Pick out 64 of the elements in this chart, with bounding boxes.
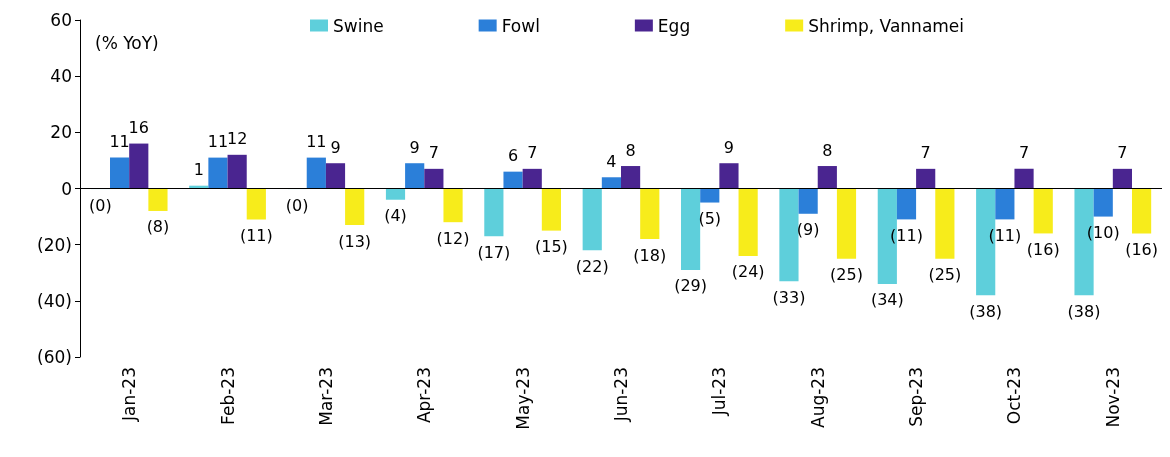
data-label: (5) (698, 209, 722, 229)
x-tick-label: May-23 (512, 367, 533, 430)
data-label: (17) (477, 242, 511, 262)
data-label: 7 (1018, 143, 1030, 163)
data-label: 6 (507, 146, 519, 166)
y-tick-label: (40) (37, 290, 72, 311)
data-label: 7 (920, 143, 931, 163)
data-label: 8 (625, 140, 636, 160)
data-label: (16) (1125, 239, 1159, 259)
data-label: (0) (285, 195, 309, 215)
data-label: (12) (436, 228, 470, 248)
data-label: (18) (633, 245, 667, 265)
data-label: (25) (928, 265, 962, 285)
data-label: 11 (109, 132, 130, 152)
data-label: (9) (796, 220, 820, 240)
x-tick-label: Jun-23 (611, 367, 631, 423)
legend-label: Swine (333, 15, 384, 36)
data-label: 7 (428, 143, 439, 163)
data-label: 7 (527, 143, 538, 163)
data-label: (11) (239, 225, 273, 245)
data-label: 11 (207, 132, 229, 152)
data-label: (34) (870, 290, 904, 310)
data-label: 1 (193, 160, 204, 180)
data-label: 9 (723, 137, 735, 157)
data-label: (0) (89, 195, 112, 215)
data-label: 16 (128, 118, 149, 138)
y-tick-label: 0 (61, 178, 72, 199)
data-label: 11 (306, 132, 327, 152)
y-tick-label: 20 (50, 122, 72, 143)
x-tick-label: Jan-23 (119, 367, 140, 422)
data-label: (38) (1067, 301, 1101, 321)
data-label: 8 (822, 140, 833, 160)
legend-label: Shrimp, Vannamei (808, 15, 965, 36)
data-label: (13) (338, 231, 372, 251)
data-label: 9 (409, 137, 420, 157)
data-label: (33) (772, 287, 806, 307)
data-label: (16) (1026, 239, 1060, 259)
data-label: (15) (534, 237, 568, 257)
data-label: (29) (674, 276, 708, 296)
data-label: (38) (969, 301, 1003, 321)
x-tick-label: Sep-23 (906, 367, 927, 427)
data-label: 12 (226, 129, 248, 149)
x-tick-label: Feb-23 (217, 367, 238, 425)
data-label: (8) (146, 217, 170, 237)
x-tick-label: Jul-23 (709, 367, 730, 417)
data-label: (4) (384, 206, 407, 226)
y-tick-label: 40 (50, 66, 72, 87)
legend-label: Egg (657, 15, 691, 36)
data-label: (22) (575, 256, 609, 276)
x-tick-label: Apr-23 (414, 367, 435, 424)
x-tick-label: Mar-23 (315, 367, 336, 426)
y-axis-title: (% YoY) (95, 32, 159, 53)
y-tick-label: (20) (37, 234, 72, 255)
data-label: (24) (731, 262, 765, 282)
data-label: 9 (330, 137, 341, 157)
data-label: 7 (1117, 143, 1128, 163)
y-tick-label: (60) (37, 347, 72, 367)
y-tick-label: 60 (50, 10, 72, 30)
x-tick-label: Aug-23 (807, 367, 828, 428)
x-tick-label: Nov-23 (1102, 367, 1123, 428)
data-label: (25) (830, 265, 863, 285)
x-tick-label: Oct-23 (1004, 367, 1025, 425)
data-label: 4 (606, 151, 617, 171)
legend-label: Fowl (501, 15, 540, 36)
